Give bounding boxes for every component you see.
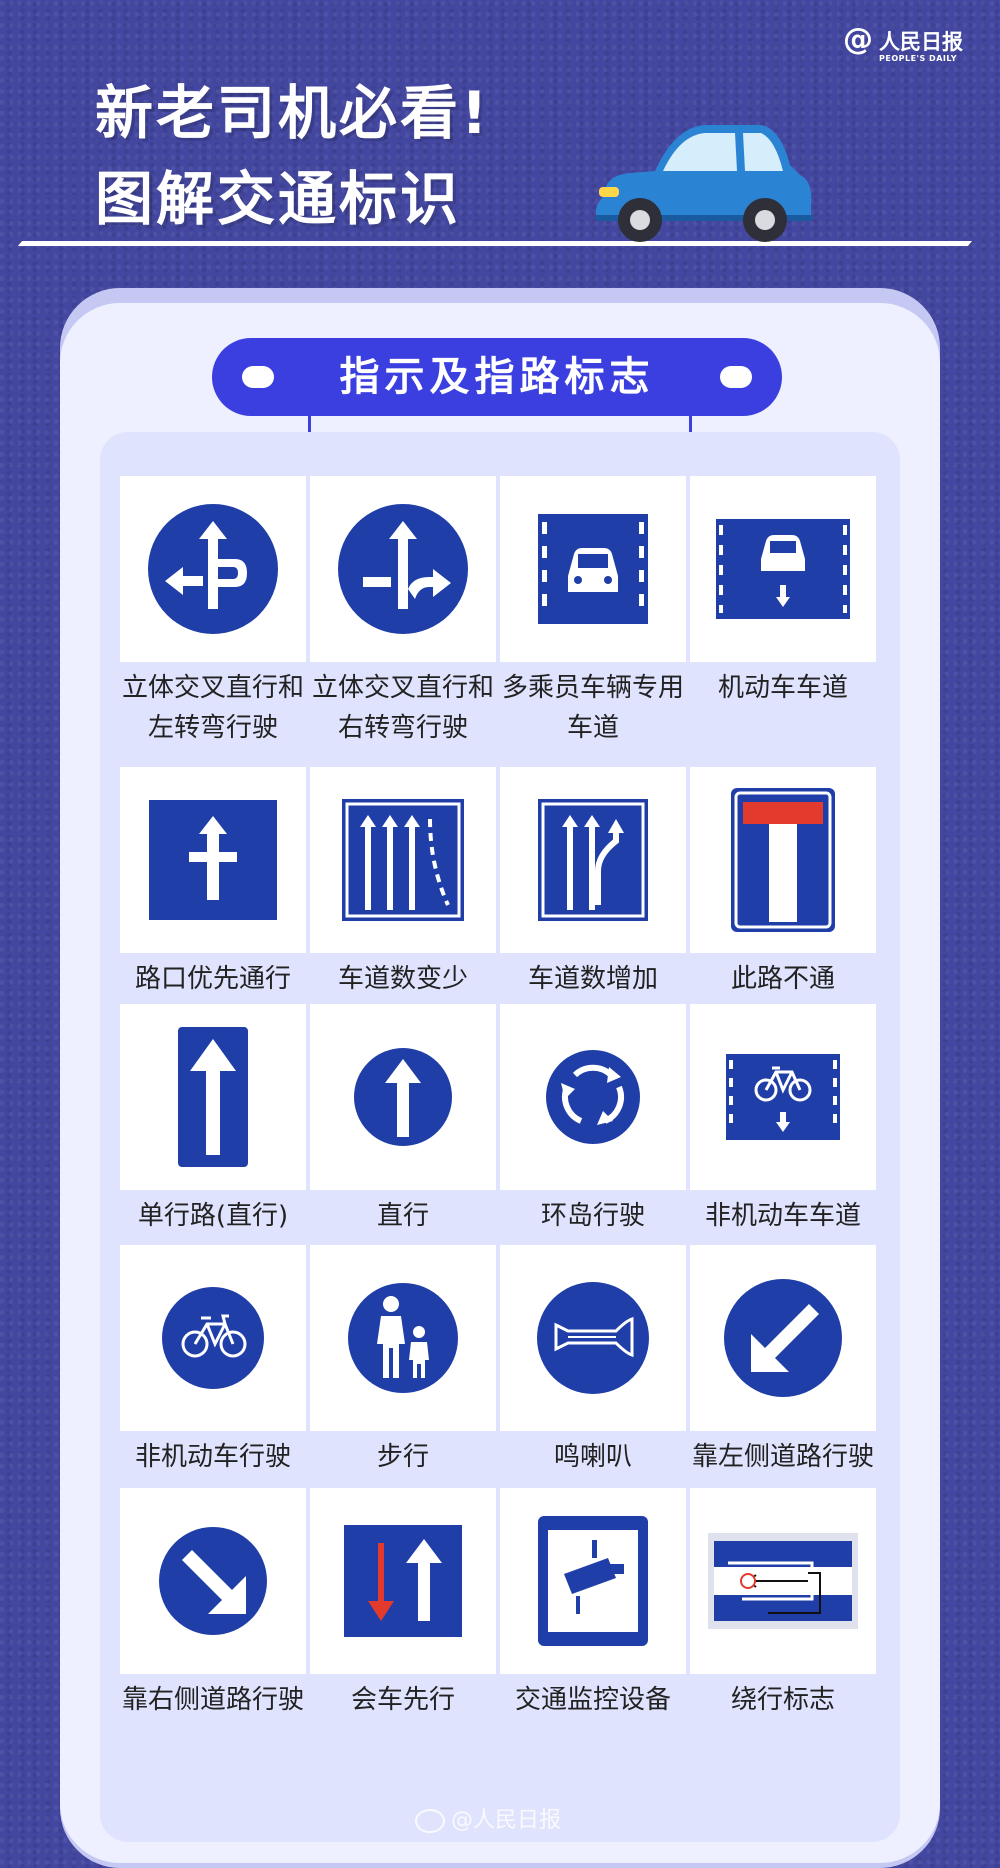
cross-straight-right-icon (310, 476, 496, 662)
lanes-increase-icon (500, 767, 686, 953)
sign-label: 立体交叉直行和右转弯行驶 (311, 673, 494, 743)
sign-label: 此路不通 (730, 964, 835, 994)
hov-lane-icon (500, 476, 686, 662)
page-title-line1: 新老司机必看! (95, 79, 491, 147)
lanes-reduce-icon (310, 767, 496, 953)
sign-label: 鸣喇叭 (553, 1442, 632, 1472)
pedestrian-icon (310, 1245, 496, 1431)
sign-label: 步行 (376, 1442, 429, 1472)
cross-straight-left-icon (120, 476, 306, 662)
bicycle-icon (120, 1245, 306, 1431)
logo-at: @ (843, 22, 873, 57)
dead-end-icon (690, 767, 876, 953)
sign-label: 立体交叉直行和左转弯行驶 (121, 673, 304, 743)
straight-icon (310, 1004, 496, 1190)
detour-icon (690, 1488, 876, 1674)
section-header: 指示及指路标志 (212, 338, 782, 416)
sign-label: 绕行标志 (730, 1685, 835, 1715)
sign-label: 路口优先通行 (134, 964, 291, 994)
page-title-line2: 图解交通标识 (95, 165, 462, 233)
section-title: 指示及指路标志 (339, 354, 655, 400)
weibo-icon (415, 1809, 445, 1833)
sign-label: 交通监控设备 (514, 1685, 671, 1715)
sign-label: 车道数变少 (337, 964, 468, 994)
sign-label: 环岛行驶 (540, 1201, 645, 1231)
sign-label: 单行路(直行) (137, 1201, 289, 1231)
bicycle-lane-icon (690, 1004, 876, 1190)
sign-label: 非机动车车道 (704, 1201, 861, 1231)
priority-junction-icon (120, 767, 306, 953)
roundabout-icon (500, 1004, 686, 1190)
sign-label: 靠右侧道路行驶 (121, 1685, 304, 1715)
sign-label: 车道数增加 (527, 964, 658, 994)
sign-label: 机动车车道 (717, 673, 848, 703)
sign-label: 会车先行 (350, 1685, 455, 1715)
watermark: @人民日报 (415, 1802, 561, 1834)
section-dot-left (242, 366, 274, 388)
one-way-icon (120, 1004, 306, 1190)
logo-name: 人民日报 (879, 30, 963, 54)
sign-label: 多乘员车辆专用车道 (501, 673, 684, 743)
section-dot-right (720, 366, 752, 388)
horn-icon (500, 1245, 686, 1431)
sign-label: 非机动车行驶 (134, 1442, 291, 1472)
sign-label: 靠左侧道路行驶 (691, 1442, 874, 1472)
keep-right-icon (120, 1488, 306, 1674)
keep-left-icon (690, 1245, 876, 1431)
priority-oncoming-icon (310, 1488, 496, 1674)
traffic-camera-icon (500, 1488, 686, 1674)
logo-english: PEOPLE'S DAILY (879, 54, 958, 63)
watermark-text: @人民日报 (451, 1808, 562, 1833)
car-illustration (595, 125, 813, 242)
motor-lane-icon (690, 476, 876, 662)
title-underline (17, 241, 973, 246)
sign-label: 直行 (376, 1201, 429, 1231)
